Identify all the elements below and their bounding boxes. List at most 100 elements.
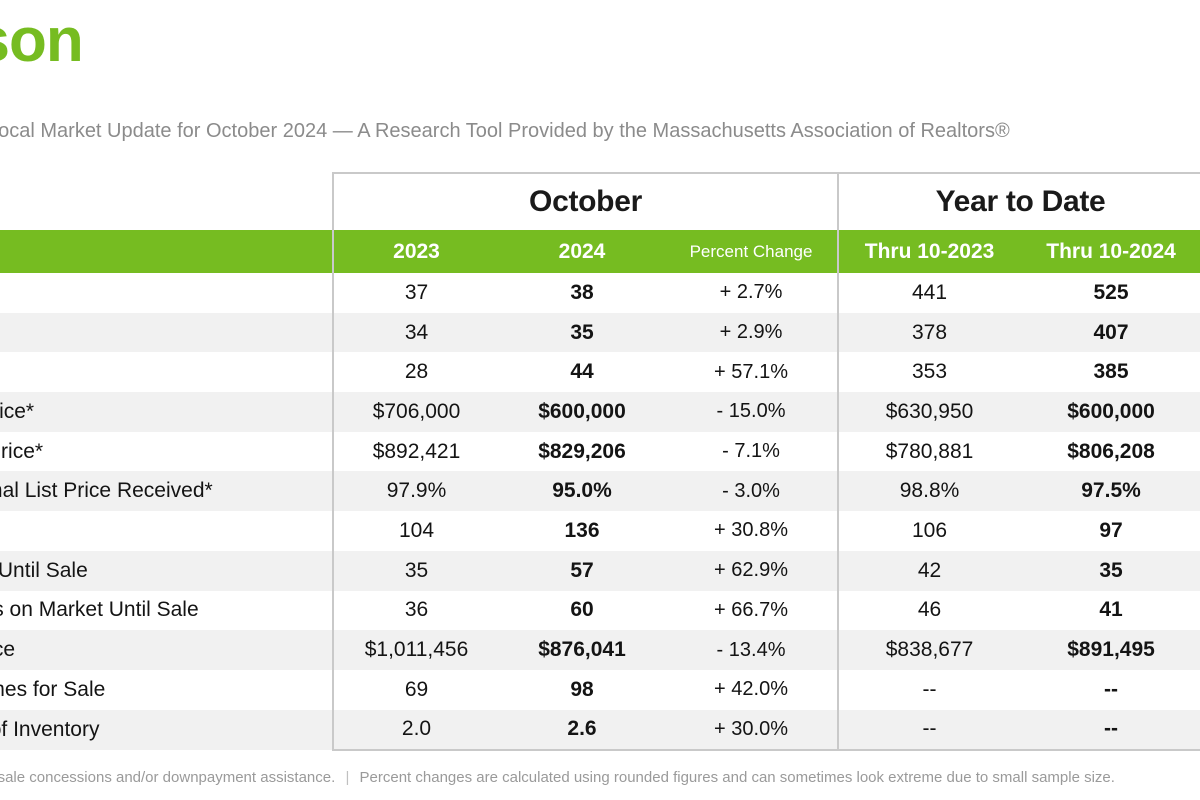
cell-october-2023: $706,000: [332, 392, 499, 432]
cell-october-2023: 69: [332, 669, 499, 710]
cell-metric-label: Average List Price: [0, 630, 333, 670]
period-header-row: October Year to Date: [0, 172, 1200, 230]
footnote-part-one: * Does not account for sale concessions …: [0, 769, 336, 786]
table-row: New Listings37 38 + 2.7% 441 525: [0, 273, 1200, 313]
cell-ytd-2024: $806,208: [1067, 439, 1155, 463]
cell-metric-label: Days on Market Until Sale: [0, 550, 333, 591]
cell-october-2023: 36: [332, 590, 499, 631]
cell-ytd-2023: 98.8%: [837, 471, 1021, 512]
cell-october-2024: 98: [570, 677, 594, 701]
cell-ytd-2024: 525: [1093, 280, 1129, 304]
table-footnote: * Does not account for sale concessions …: [0, 768, 1200, 788]
cell-ytd-2024: $891,495: [1020, 630, 1200, 670]
column-header-ytd-2023: Thru 10-2023: [837, 230, 1021, 273]
column-header-metric: [0, 230, 333, 273]
cell-ytd-2023: $780,881: [837, 431, 1021, 472]
table-row: Percent of Original List Price Received*…: [0, 471, 1200, 512]
cell-ytd-2024: --: [1020, 709, 1200, 752]
cell-ytd-2023: --: [837, 669, 1021, 710]
cell-ytd-2023: 353: [837, 352, 1021, 393]
cell-october-percent-change: + 2.7%: [719, 281, 783, 304]
cell-metric-label: Percent of Original List Price Received*: [0, 471, 333, 512]
cell-ytd-2024: 97: [1099, 518, 1123, 542]
cell-metric-label: Median Sales Price*: [0, 392, 333, 432]
market-statistics-table-wrapper: October Year to Date 2023 2024 Percent C…: [0, 172, 1200, 752]
cell-october-2023: $892,421: [332, 431, 499, 472]
cell-ytd-2024: --: [1104, 677, 1119, 701]
cell-october-2024: 136: [564, 518, 600, 542]
column-header-row: 2023 2024 Percent Change Thru 10-2023 Th…: [0, 230, 1200, 273]
cell-ytd-2024: 385: [1093, 360, 1129, 384]
cell-metric-label: Cumulative Days on Market Until Sale: [0, 598, 199, 622]
cell-ytd-2023: 42: [837, 550, 1021, 591]
cell-metric-label: Inventory of Homes for Sale: [0, 677, 106, 701]
table-row: Average List Price$1,011,456$876,041- 13…: [0, 630, 1200, 670]
column-header-ytd-2024: Thru 10-2024: [1020, 230, 1200, 273]
cell-october-percent-change: + 30.8%: [714, 519, 788, 542]
period-header-spacer: [0, 173, 333, 230]
table-body: New Listings37 38 + 2.7% 441 525 Pending Sale…: [0, 273, 1200, 752]
cell-october-percent-change: - 13.4%: [665, 630, 839, 670]
period-header-october: October: [331, 172, 839, 230]
table-row: List Price104 136 + 30.8% 106 97: [0, 511, 1200, 551]
cell-october-2023: 34: [332, 312, 499, 353]
column-header-october-2023: 2023: [332, 230, 499, 273]
cell-october-2024: $876,041: [499, 630, 665, 670]
cell-ytd-2024: 35: [1020, 550, 1200, 591]
cell-ytd-2023: 46: [837, 590, 1021, 631]
cell-metric-label: Pending Sales: [0, 312, 333, 353]
cell-october-2023: $1,011,456: [332, 630, 499, 670]
cell-october-2023: 104: [332, 511, 499, 551]
cell-metric-label: Months Supply of Inventory: [0, 709, 333, 751]
cell-october-percent-change: + 62.9%: [665, 550, 839, 591]
cell-october-2023: 37: [332, 273, 499, 313]
table-row: Average Sales Price* $892,421 $829,206 - 7.…: [0, 431, 1200, 472]
masthead: Hudson: [0, 6, 558, 76]
cell-metric-label: Closed Sales: [0, 352, 333, 392]
cell-october-2024: 44: [570, 360, 594, 384]
cell-october-percent-change: - 3.0%: [665, 471, 839, 512]
cell-october-2024: 2.6: [499, 709, 665, 752]
page-subtitle-text: Local Market Update for October 2024 — A…: [0, 120, 1010, 142]
table-row: Closed Sales28 44 + 57.1% 353 385: [0, 352, 1200, 393]
cell-ytd-2024: 41: [1099, 598, 1123, 622]
cell-october-percent-change: + 66.7%: [714, 598, 788, 621]
cell-metric-label: List Price: [0, 511, 333, 551]
cell-october-percent-change: + 2.9%: [665, 312, 839, 353]
cell-ytd-2024: $600,000: [1020, 392, 1200, 432]
cell-october-percent-change: + 30.0%: [665, 709, 839, 752]
cell-october-2023: 97.9%: [332, 471, 499, 512]
cell-ytd-2023: 378: [837, 312, 1021, 353]
cell-october-2024: 35: [499, 312, 665, 353]
period-header-year-to-date: Year to Date: [837, 172, 1200, 230]
cell-october-2024: $829,206: [538, 439, 626, 463]
cell-october-2024: 60: [570, 598, 594, 622]
page-subtitle: Local Market Update for October 2024 — A…: [0, 118, 1165, 144]
cell-october-2024: 95.0%: [499, 471, 665, 512]
cell-ytd-2023: $630,950: [837, 392, 1021, 432]
market-statistics-table: October Year to Date 2023 2024 Percent C…: [0, 172, 1200, 752]
cell-metric-label: Average Sales Price*: [0, 439, 44, 463]
cell-october-2024: 57: [499, 550, 665, 591]
table-row: Median Sales Price*$706,000$600,000- 15.…: [0, 392, 1200, 432]
cell-october-percent-change: + 57.1%: [714, 360, 788, 383]
table-row: Cumulative Days on Market Until Sale 36 60…: [0, 590, 1200, 631]
cell-october-percent-change: + 42.0%: [714, 678, 788, 701]
table-row: Inventory of Homes for Sale 69 98 + 42.0% --…: [0, 669, 1200, 710]
cell-ytd-2024: 407: [1020, 312, 1200, 353]
cell-october-percent-change: - 7.1%: [722, 440, 780, 463]
cell-october-2024: 38: [570, 280, 594, 304]
cell-ytd-2024: 97.5%: [1020, 471, 1200, 512]
cell-october-2023: 35: [332, 550, 499, 591]
column-header-october-2024: 2024: [499, 230, 665, 273]
column-header-percent-change: Percent Change: [665, 230, 839, 273]
cell-ytd-2023: $838,677: [837, 630, 1021, 670]
page-title: Hudson: [0, 6, 84, 75]
cell-ytd-2023: 441: [837, 273, 1021, 313]
cell-metric-label: New Listings: [0, 273, 333, 313]
cell-ytd-2023: 106: [837, 511, 1021, 551]
